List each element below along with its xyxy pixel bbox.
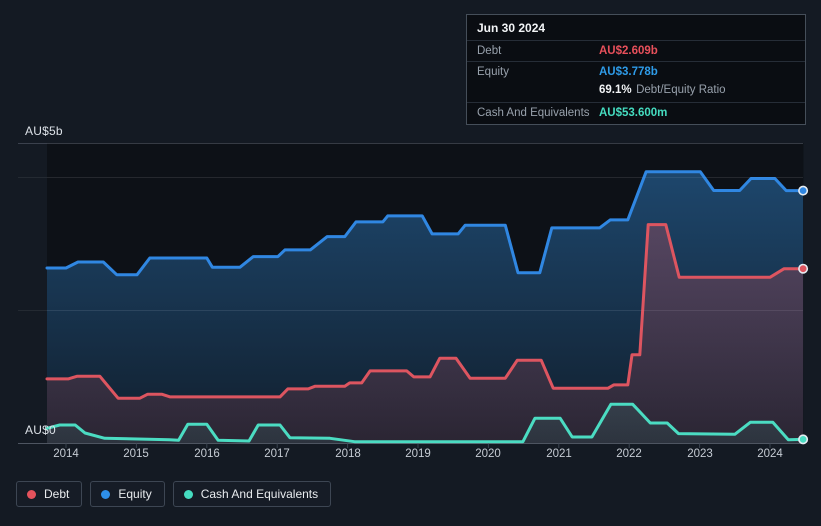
tooltip-row-equity: Equity AU$3.778b (467, 62, 805, 79)
cash-legend-dot-icon (183, 489, 193, 499)
debt-end-dot (798, 263, 809, 274)
equity-end-dot (798, 185, 809, 196)
cash-and-equivalents-end-dot (798, 434, 809, 445)
x-axis-label-2023: 2023 (687, 448, 713, 460)
x-axis-label-2020: 2020 (475, 448, 501, 460)
x-axis-label-2022: 2022 (616, 448, 642, 460)
x-axis-label-2018: 2018 (335, 448, 361, 460)
tooltip-row-cash: Cash And Equivalents AU$53.600m (467, 103, 805, 124)
legend-cash-label: Cash And Equivalents (200, 487, 319, 501)
tooltip-ratio: 69.1% Debt/Equity Ratio (599, 80, 795, 98)
x-axis-label-2016: 2016 (194, 448, 220, 460)
y-axis-label-max: AU$5b (25, 124, 63, 138)
x-axis-label-2017: 2017 (264, 448, 290, 460)
cash-and-equivalents-line (45, 402, 805, 444)
series-layer (45, 170, 805, 444)
tooltip-cash-value: AU$53.600m (599, 107, 668, 119)
tooltip-cash-label: Cash And Equivalents (477, 107, 590, 119)
legend-debt-label: Debt (44, 487, 70, 501)
legend-item-cash[interactable]: Cash And Equivalents (172, 481, 332, 507)
chart-tooltip: Jun 30 2024 Debt AU$2.609b Equity AU$3.7… (466, 14, 806, 125)
tooltip-ratio-value: 69.1% (599, 84, 632, 96)
cash-and-equivalents-area (47, 404, 804, 443)
tooltip-debt-label: Debt (477, 45, 502, 57)
x-axis-label-2014: 2014 (53, 448, 79, 460)
tooltip-date: Jun 30 2024 (467, 15, 805, 41)
x-axis-label-2015: 2015 (123, 448, 149, 460)
x-axis-ticks (65, 443, 771, 448)
equity-area (47, 171, 804, 444)
tooltip-debt-value: AU$2.609b (599, 45, 658, 57)
tooltip-ratio-label: Debt/Equity Ratio (636, 84, 726, 96)
equity-line (45, 170, 805, 277)
debt-area (47, 224, 804, 443)
equity-legend-dot-icon (101, 489, 111, 499)
tooltip-equity-value: AU$3.778b (599, 66, 658, 78)
legend-equity-label: Equity (118, 487, 152, 501)
debt-legend-dot-icon (27, 489, 36, 499)
x-axis-label-2019: 2019 (405, 448, 431, 460)
y-axis-label-zero: AU$0 (25, 423, 56, 437)
debt-line (45, 223, 805, 400)
legend-item-equity[interactable]: Equity (90, 481, 165, 507)
series-end-dots (798, 185, 809, 445)
tooltip-equity-label: Equity (477, 66, 509, 78)
x-axis-label-2024: 2024 (757, 448, 783, 460)
x-axis-label-2021: 2021 (546, 448, 572, 460)
chart-legend: Debt Equity Cash And Equivalents (16, 481, 332, 507)
legend-item-debt[interactable]: Debt (16, 481, 83, 507)
tooltip-row-ratio: 69.1% Debt/Equity Ratio (467, 79, 805, 103)
tooltip-row-debt: Debt AU$2.609b (467, 41, 805, 62)
